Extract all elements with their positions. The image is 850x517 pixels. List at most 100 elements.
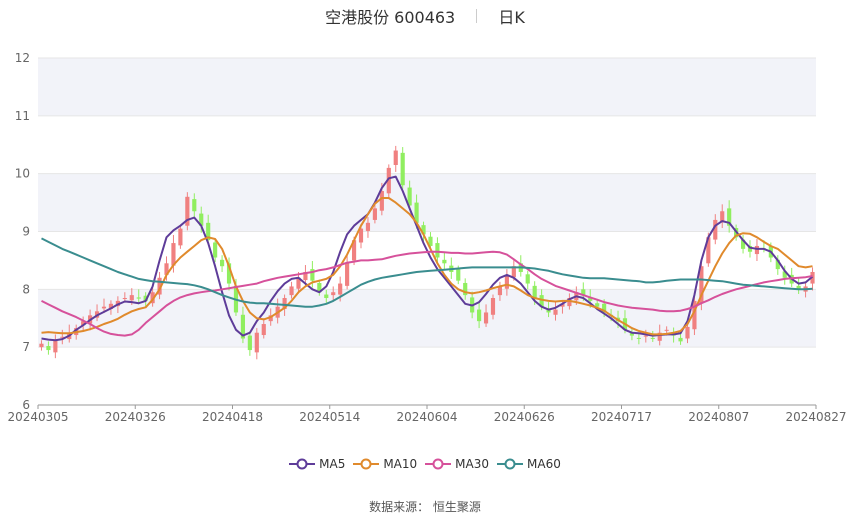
candle-body (490, 298, 496, 315)
candle-body (407, 187, 412, 206)
legend-label: MA10 (383, 457, 418, 471)
x-tick-label: 20240305 (7, 410, 68, 424)
candle-body (435, 243, 440, 258)
candle-body (171, 243, 176, 266)
y-tick-label: 6 (22, 398, 30, 412)
legend-marker (497, 458, 524, 470)
x-tick-label: 20240418 (202, 410, 263, 424)
candle-body (560, 303, 565, 307)
kline-chart: 6 7 8 9 10 11 12 20240305 20240326 20240418 202405… (7, 51, 846, 424)
candle-body (504, 274, 509, 289)
legend-item-ma60[interactable]: MA60 (497, 457, 561, 471)
candle-body (282, 298, 287, 309)
source-label: 数据来源： (369, 500, 430, 514)
candle-body (136, 297, 141, 299)
grid-band (38, 173, 816, 232)
y-tick-label: 12 (15, 51, 30, 65)
candle-body (164, 263, 169, 275)
candle-body (296, 277, 301, 289)
legend-label: MA60 (527, 457, 561, 471)
y-tick-label: 9 (22, 225, 30, 239)
candle-body (365, 222, 371, 231)
candle-body (483, 312, 489, 324)
candle-body (351, 240, 357, 261)
candle-body (581, 289, 586, 296)
candle-body (754, 245, 760, 255)
candle-body (567, 298, 572, 307)
y-tick-label: 7 (22, 340, 30, 354)
y-tick-label: 8 (22, 282, 30, 296)
legend-label: MA5 (319, 457, 346, 471)
legend-item-ma30[interactable]: MA30 (425, 457, 489, 471)
chart-legend: MA5 MA10 MA30 MA60 (0, 457, 850, 473)
candle-body (747, 245, 753, 252)
x-tick-label: 20240514 (299, 410, 360, 424)
chart-title: 空港股份 600463 日K (0, 4, 850, 28)
candle-body (331, 292, 336, 296)
candle-body (310, 269, 315, 281)
candle-body (636, 337, 641, 339)
candle-body (775, 259, 780, 270)
candle-body (386, 167, 391, 194)
legend-item-ma5[interactable]: MA5 (289, 457, 345, 471)
x-tick-label: 20240827 (785, 410, 846, 424)
candle-body (213, 242, 218, 258)
candle-body (317, 282, 322, 293)
candle-body (553, 309, 558, 315)
candle-body (414, 202, 419, 223)
candle-body (678, 337, 683, 342)
data-source: 数据来源： 恒生聚源 (0, 498, 850, 515)
candle-body (358, 228, 364, 243)
candle-body (122, 298, 127, 300)
candle-body (39, 343, 44, 348)
candle-body (240, 314, 246, 339)
candle-body (393, 150, 398, 165)
candle-body (178, 228, 183, 246)
candle-body (511, 266, 516, 278)
candle-body (664, 329, 669, 331)
candle-body (345, 263, 350, 286)
legend-marker (425, 458, 452, 470)
y-tick-label: 10 (15, 167, 30, 181)
candle-body (428, 236, 433, 246)
series-line-ma10 (41, 197, 813, 336)
candle-body (497, 286, 503, 296)
candle-body (108, 303, 114, 309)
candle-body (379, 191, 384, 211)
candle-body (129, 295, 134, 301)
title-divider (476, 9, 478, 23)
grid-band (38, 58, 816, 116)
candle-body (303, 271, 308, 281)
candle-body (727, 208, 732, 226)
candle-body (650, 337, 655, 339)
candle-body (546, 308, 551, 313)
candle-body (53, 340, 58, 353)
candle-body (254, 332, 259, 353)
source-value: 恒生聚源 (432, 500, 481, 514)
candle-body (477, 309, 482, 322)
x-tick-label: 20240626 (494, 410, 555, 424)
legend-item-ma10[interactable]: MA10 (353, 457, 417, 471)
series-line-ma30 (41, 250, 813, 337)
candle-body (338, 283, 343, 295)
candle-body (143, 295, 148, 301)
candle-body (206, 222, 211, 241)
candle-body (268, 315, 273, 322)
candle-body (289, 286, 294, 296)
candle-body (261, 324, 266, 336)
candle-body (706, 237, 711, 264)
candle-body (46, 346, 51, 351)
candle-body (150, 292, 155, 304)
candle-body (713, 219, 718, 240)
candle-body (629, 332, 635, 336)
candle-body (685, 326, 690, 339)
candle-body (699, 266, 704, 304)
candle-body (442, 259, 447, 264)
y-tick-label: 11 (15, 109, 30, 123)
candle-body (782, 271, 787, 278)
candle-body (81, 321, 86, 326)
candle-body (199, 213, 204, 226)
candle-body (643, 335, 648, 337)
candle-body (740, 239, 746, 249)
candle-body (60, 336, 65, 338)
